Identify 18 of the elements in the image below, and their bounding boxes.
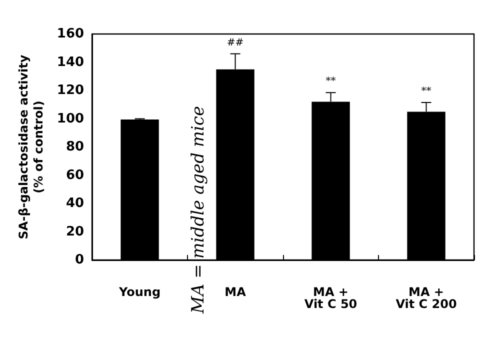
y-tick-label: 80 <box>66 140 84 154</box>
y-tick-label: 20 <box>66 224 84 240</box>
annotation: ** <box>421 86 432 98</box>
y-tick-label: 40 <box>66 196 84 211</box>
y-tick-label: 60 <box>66 168 84 183</box>
y-tick-label: 120 <box>56 83 84 98</box>
y-tick-label: 0 <box>74 252 84 268</box>
y-axis-title: SA-β-galactosidase activity (% of control) <box>16 54 46 240</box>
y-tick-label: 100 <box>56 111 84 126</box>
annotation: MA = middle aged mice <box>188 106 208 314</box>
x-tick-label: Young <box>118 285 161 299</box>
y-tick-label: 140 <box>56 54 84 70</box>
x-tick-label: MA <box>224 285 247 299</box>
x-tick-label: MA + Vit C 200 <box>396 285 457 311</box>
x-tick-label: MA + Vit C 50 <box>304 285 358 311</box>
annotation: ## <box>226 37 244 48</box>
y-tick-label: 160 <box>56 26 84 42</box>
annotation: ** <box>326 76 336 88</box>
